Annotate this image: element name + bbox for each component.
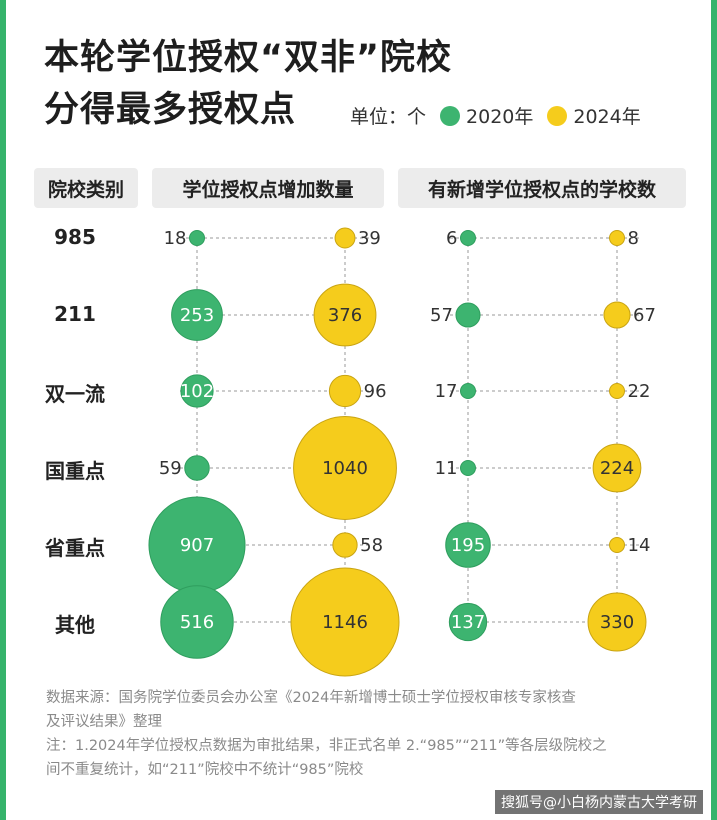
legend-2020-swatch xyxy=(440,105,461,126)
bubble-mark xyxy=(460,230,476,246)
watermark: 搜狐号@小白杨内蒙古大学考研 xyxy=(495,790,703,814)
title-line-2: 分得最多授权点 xyxy=(44,90,297,130)
data-label: 22 xyxy=(628,381,651,402)
bubble-mark xyxy=(603,301,631,329)
bubble-mark xyxy=(293,416,397,520)
bubble-mark xyxy=(592,443,642,493)
data-label: 14 xyxy=(628,535,651,556)
row-label: 985 xyxy=(54,225,96,249)
data-label: 907 xyxy=(180,535,214,556)
bubble-mark xyxy=(460,460,476,476)
legend-2024-label: 2024年 xyxy=(573,106,641,128)
footer-notes: 数据来源：国务院学位委员会办公室《2024年新增博士硕士学位授权审核专家核查 及… xyxy=(46,686,607,782)
data-label: 137 xyxy=(451,612,485,633)
row-label: 双一流 xyxy=(45,382,105,406)
bubble-mark xyxy=(334,227,356,249)
row-label: 211 xyxy=(54,302,96,326)
data-label: 67 xyxy=(633,305,656,326)
data-label: 1040 xyxy=(322,458,368,479)
data-label: 8 xyxy=(628,228,639,249)
bubble-mark xyxy=(609,383,625,399)
footer-source-line-1: 数据来源：国务院学位委员会办公室《2024年新增博士硕士学位授权审核专家核查 xyxy=(46,690,576,706)
bubble-mark xyxy=(290,567,400,677)
bubble-mark xyxy=(448,602,488,642)
data-label: 57 xyxy=(430,305,453,326)
data-label: 6 xyxy=(446,228,457,249)
legend-2020-label: 2020年 xyxy=(466,106,534,128)
header-panel-2: 有新增学位授权点的学校数 xyxy=(398,168,686,208)
legend-unit: 单位：个 xyxy=(350,106,427,128)
row-label: 省重点 xyxy=(45,536,105,560)
data-label: 1146 xyxy=(322,612,368,633)
bubble-mark xyxy=(332,532,358,558)
data-label: 11 xyxy=(435,458,458,479)
bubble-mark xyxy=(171,289,223,341)
bubble-mark xyxy=(609,537,625,553)
bubble-mark xyxy=(455,302,481,328)
bubble-mark xyxy=(460,383,476,399)
data-label: 18 xyxy=(164,228,187,249)
bubble-mark xyxy=(189,230,205,246)
data-label: 102 xyxy=(180,381,214,402)
data-label: 253 xyxy=(180,305,214,326)
footer-note-line-2: 间不重复统计，如“211”院校中不统计“985”院校 xyxy=(46,762,364,778)
row-label: 国重点 xyxy=(45,459,105,483)
data-label: 17 xyxy=(435,381,458,402)
bubble-mark xyxy=(587,592,647,652)
data-label: 96 xyxy=(364,381,387,402)
bubble-mark xyxy=(184,455,210,481)
bubble-mark xyxy=(328,374,362,408)
data-label: 58 xyxy=(360,535,383,556)
legend-2024-swatch xyxy=(547,105,568,126)
chart-title: 本轮学位授权“双非”院校 分得最多授权点 xyxy=(44,32,452,136)
data-label: 195 xyxy=(451,535,485,556)
data-label: 39 xyxy=(358,228,381,249)
bubble-mark xyxy=(180,374,214,408)
header-panel-1: 学位授权点增加数量 xyxy=(152,168,384,208)
bubble-mark xyxy=(609,230,625,246)
data-label: 376 xyxy=(328,305,362,326)
bubble-chart: 18 253 102 59 907 516 39 376 96 1040 58 1146 6 57 17 11… xyxy=(148,227,656,677)
bubble-mark xyxy=(160,585,234,659)
footer-source-line-2: 及评议结果》整理 xyxy=(46,714,162,730)
legend: 单位：个 2020年 2024年 xyxy=(350,102,641,129)
data-label: 59 xyxy=(159,458,182,479)
data-label: 516 xyxy=(180,612,214,633)
bubble-mark xyxy=(313,283,377,347)
data-label: 330 xyxy=(600,612,634,633)
title-line-1: 本轮学位授权“双非”院校 xyxy=(44,38,453,78)
header-category: 院校类别 xyxy=(34,168,138,208)
bubble-mark xyxy=(445,522,491,568)
data-label: 224 xyxy=(600,458,634,479)
footer-note-line-1: 注：1.2024年学位授权点数据为审批结果，非正式名单 2.“985”“211”… xyxy=(46,738,607,754)
row-label: 其他 xyxy=(55,613,95,637)
